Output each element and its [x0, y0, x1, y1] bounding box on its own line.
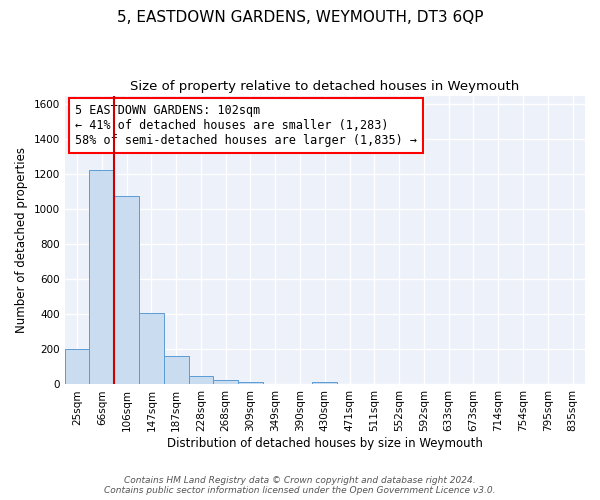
- Text: 5, EASTDOWN GARDENS, WEYMOUTH, DT3 6QP: 5, EASTDOWN GARDENS, WEYMOUTH, DT3 6QP: [117, 10, 483, 25]
- Bar: [65, 350, 89, 384]
- Bar: [214, 380, 238, 384]
- Y-axis label: Number of detached properties: Number of detached properties: [15, 147, 28, 333]
- Bar: [139, 312, 164, 384]
- Title: Size of property relative to detached houses in Weymouth: Size of property relative to detached ho…: [130, 80, 520, 93]
- Bar: [164, 356, 188, 384]
- X-axis label: Distribution of detached houses by size in Weymouth: Distribution of detached houses by size …: [167, 437, 483, 450]
- Bar: [89, 170, 114, 384]
- Bar: [188, 376, 214, 384]
- Bar: [114, 196, 139, 384]
- Bar: [238, 382, 263, 384]
- Text: Contains HM Land Registry data © Crown copyright and database right 2024.
Contai: Contains HM Land Registry data © Crown c…: [104, 476, 496, 495]
- Bar: [313, 382, 337, 384]
- Text: 5 EASTDOWN GARDENS: 102sqm
← 41% of detached houses are smaller (1,283)
58% of s: 5 EASTDOWN GARDENS: 102sqm ← 41% of deta…: [75, 104, 417, 147]
